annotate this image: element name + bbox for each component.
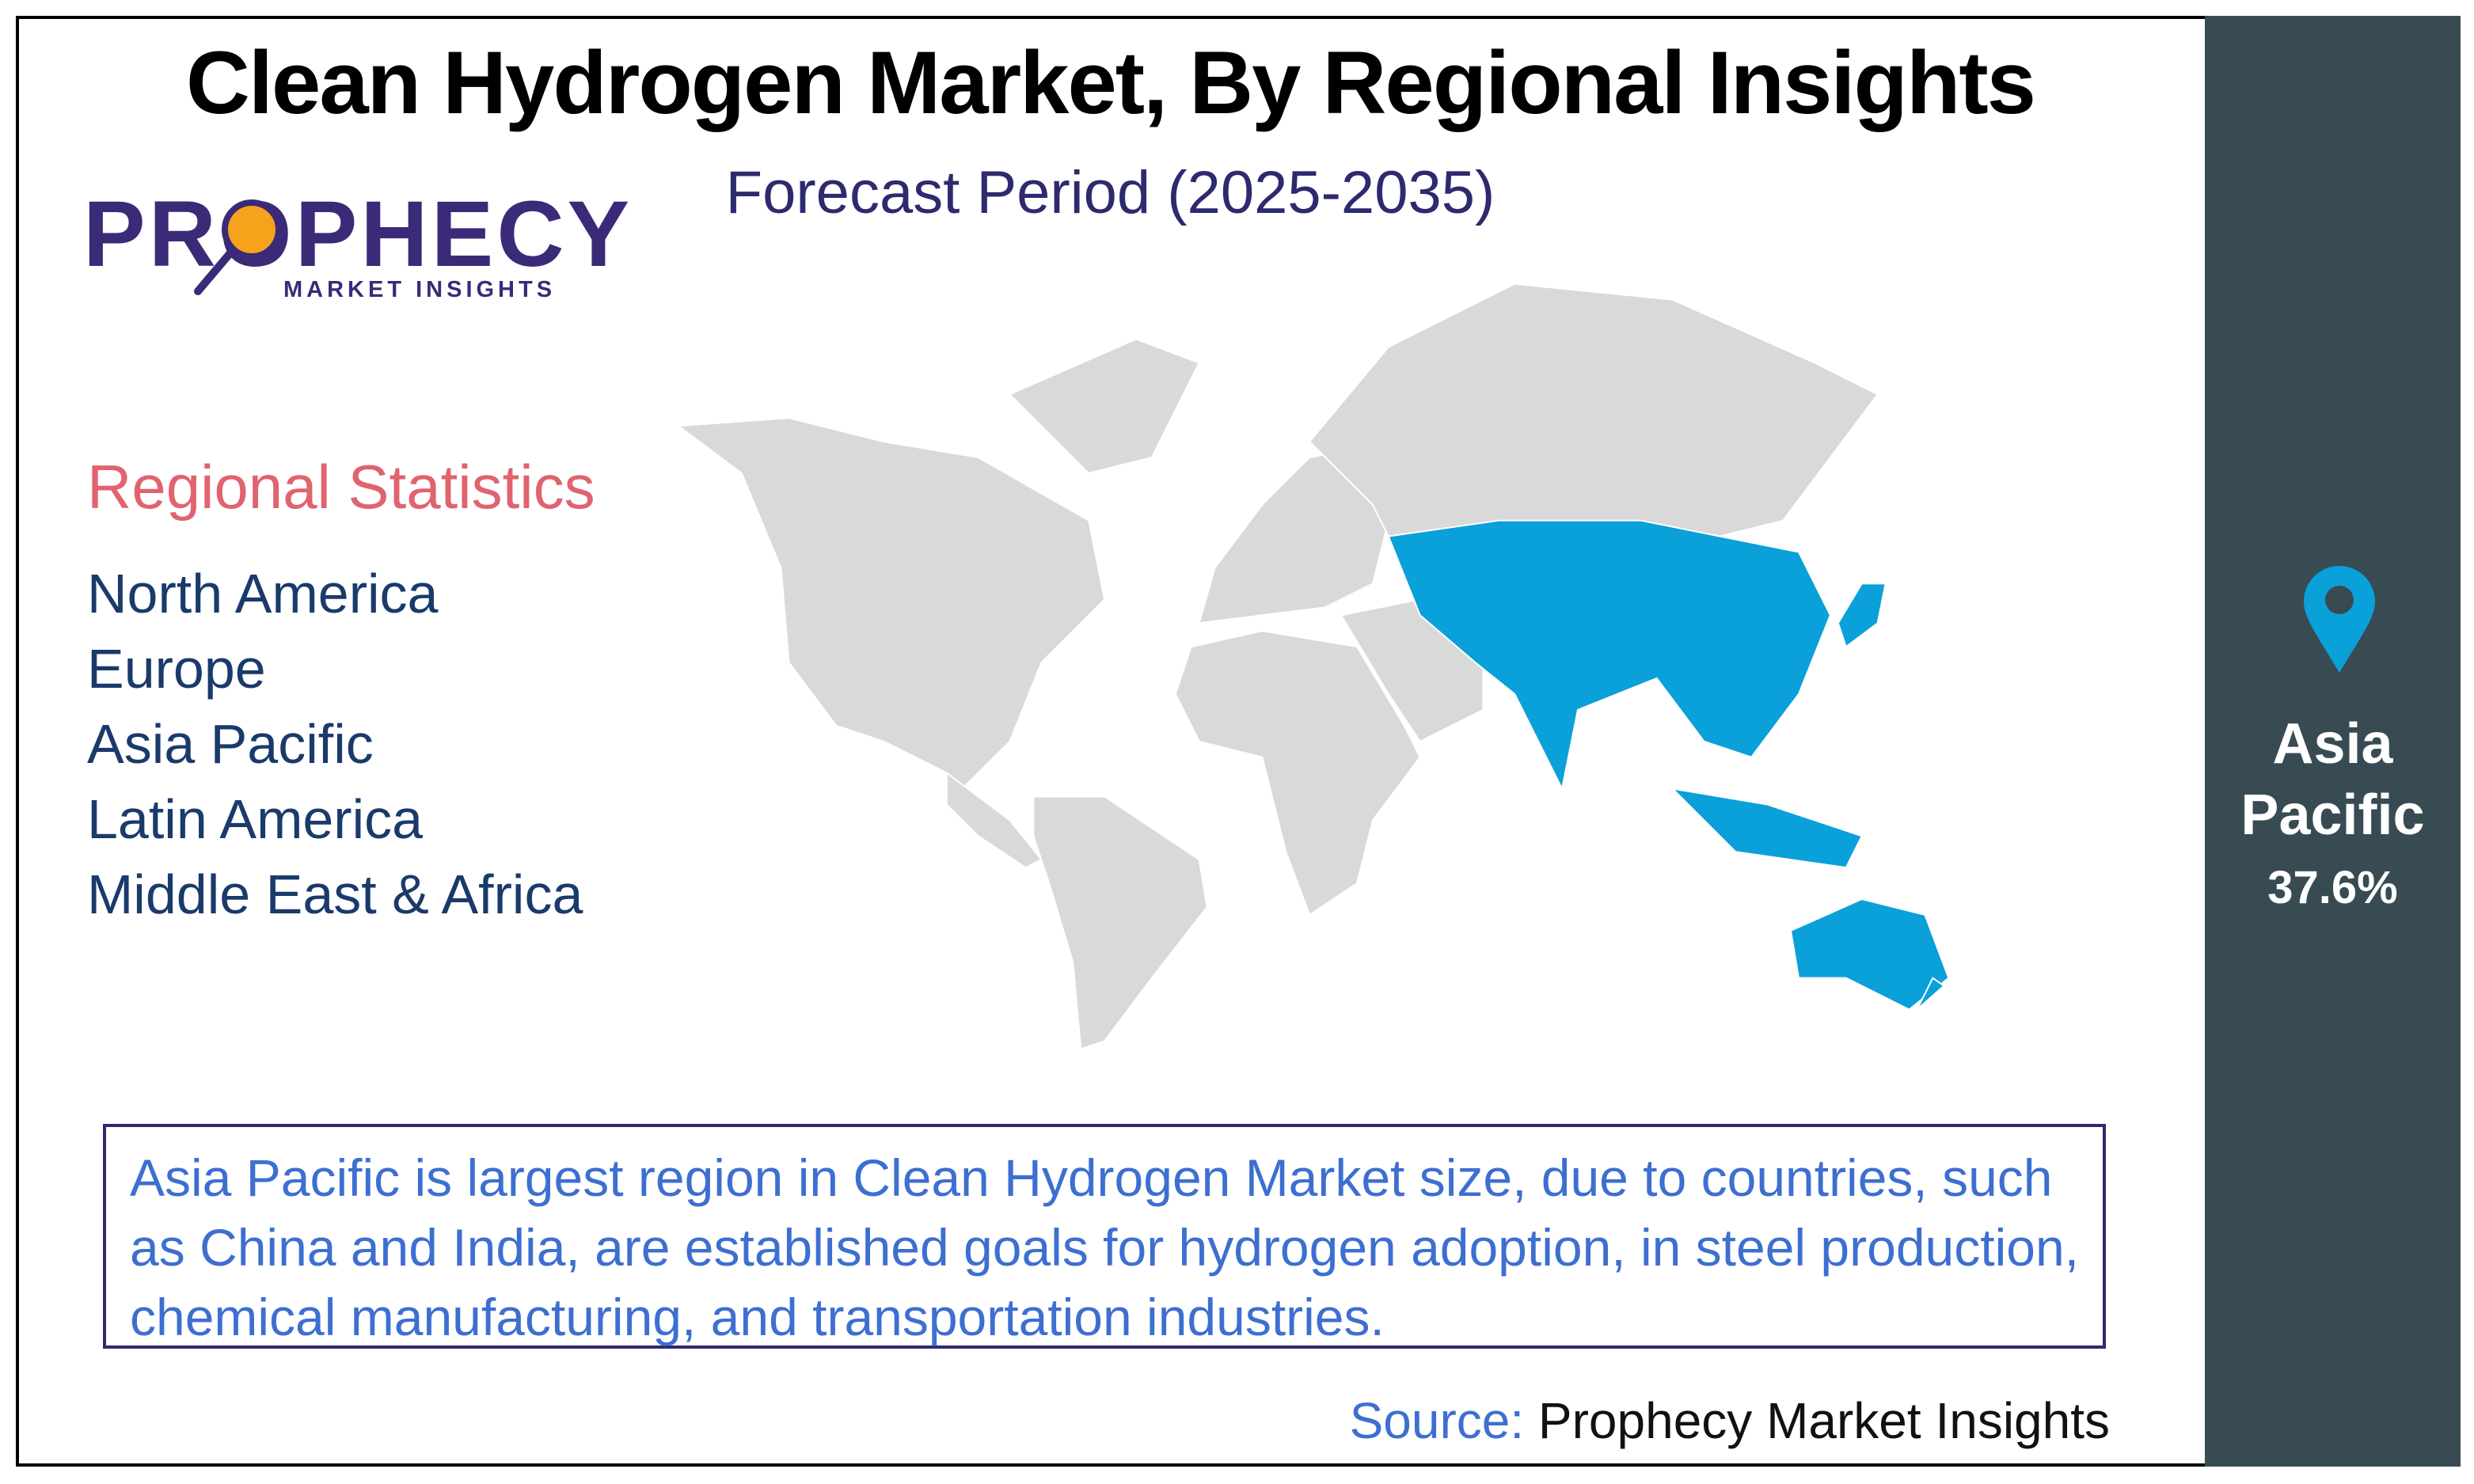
region-item: Latin America [87,788,424,850]
source-name: Prophecy Market Insights [1537,1392,2110,1449]
region-item: Asia Pacific [87,713,374,775]
location-pin [2304,566,2375,673]
stats-title: Regional Statistics [87,452,595,522]
south-america [1032,795,1208,1050]
source: Source: Prophecy Market Insights [1350,1391,2110,1450]
japan [1837,583,1887,648]
description: Asia Pacific is largest region in Clean … [103,1124,2106,1349]
region-item: Middle East & Africa [87,863,583,925]
logo-magnifier [194,199,282,295]
europe [1198,440,1389,624]
logo-name: PROPHECY [83,182,633,287]
southeast-asia-islands [1670,788,1864,869]
region-item: North America [87,563,439,624]
title: Clean Hydrogen Market, By Regional Insig… [186,33,2036,132]
new-zealand [1916,977,1945,1011]
greenland [1008,338,1201,475]
highlight-share: 37.6% [2267,862,2398,913]
sidebar [2205,16,2461,1467]
asia-pacific [1387,519,1831,791]
subtitle: Forecast Period (2025-2035) [725,159,1495,226]
north-america [676,417,1106,790]
logo-tagline: MARKET INSIGHTS [283,277,557,302]
source-label: Source: [1349,1392,1525,1449]
africa [1174,630,1421,917]
north-asia [1308,283,1879,537]
highlight-region: Asia Pacific [2240,712,2425,847]
central-america [945,771,1043,869]
region-item: Europe [87,638,266,700]
